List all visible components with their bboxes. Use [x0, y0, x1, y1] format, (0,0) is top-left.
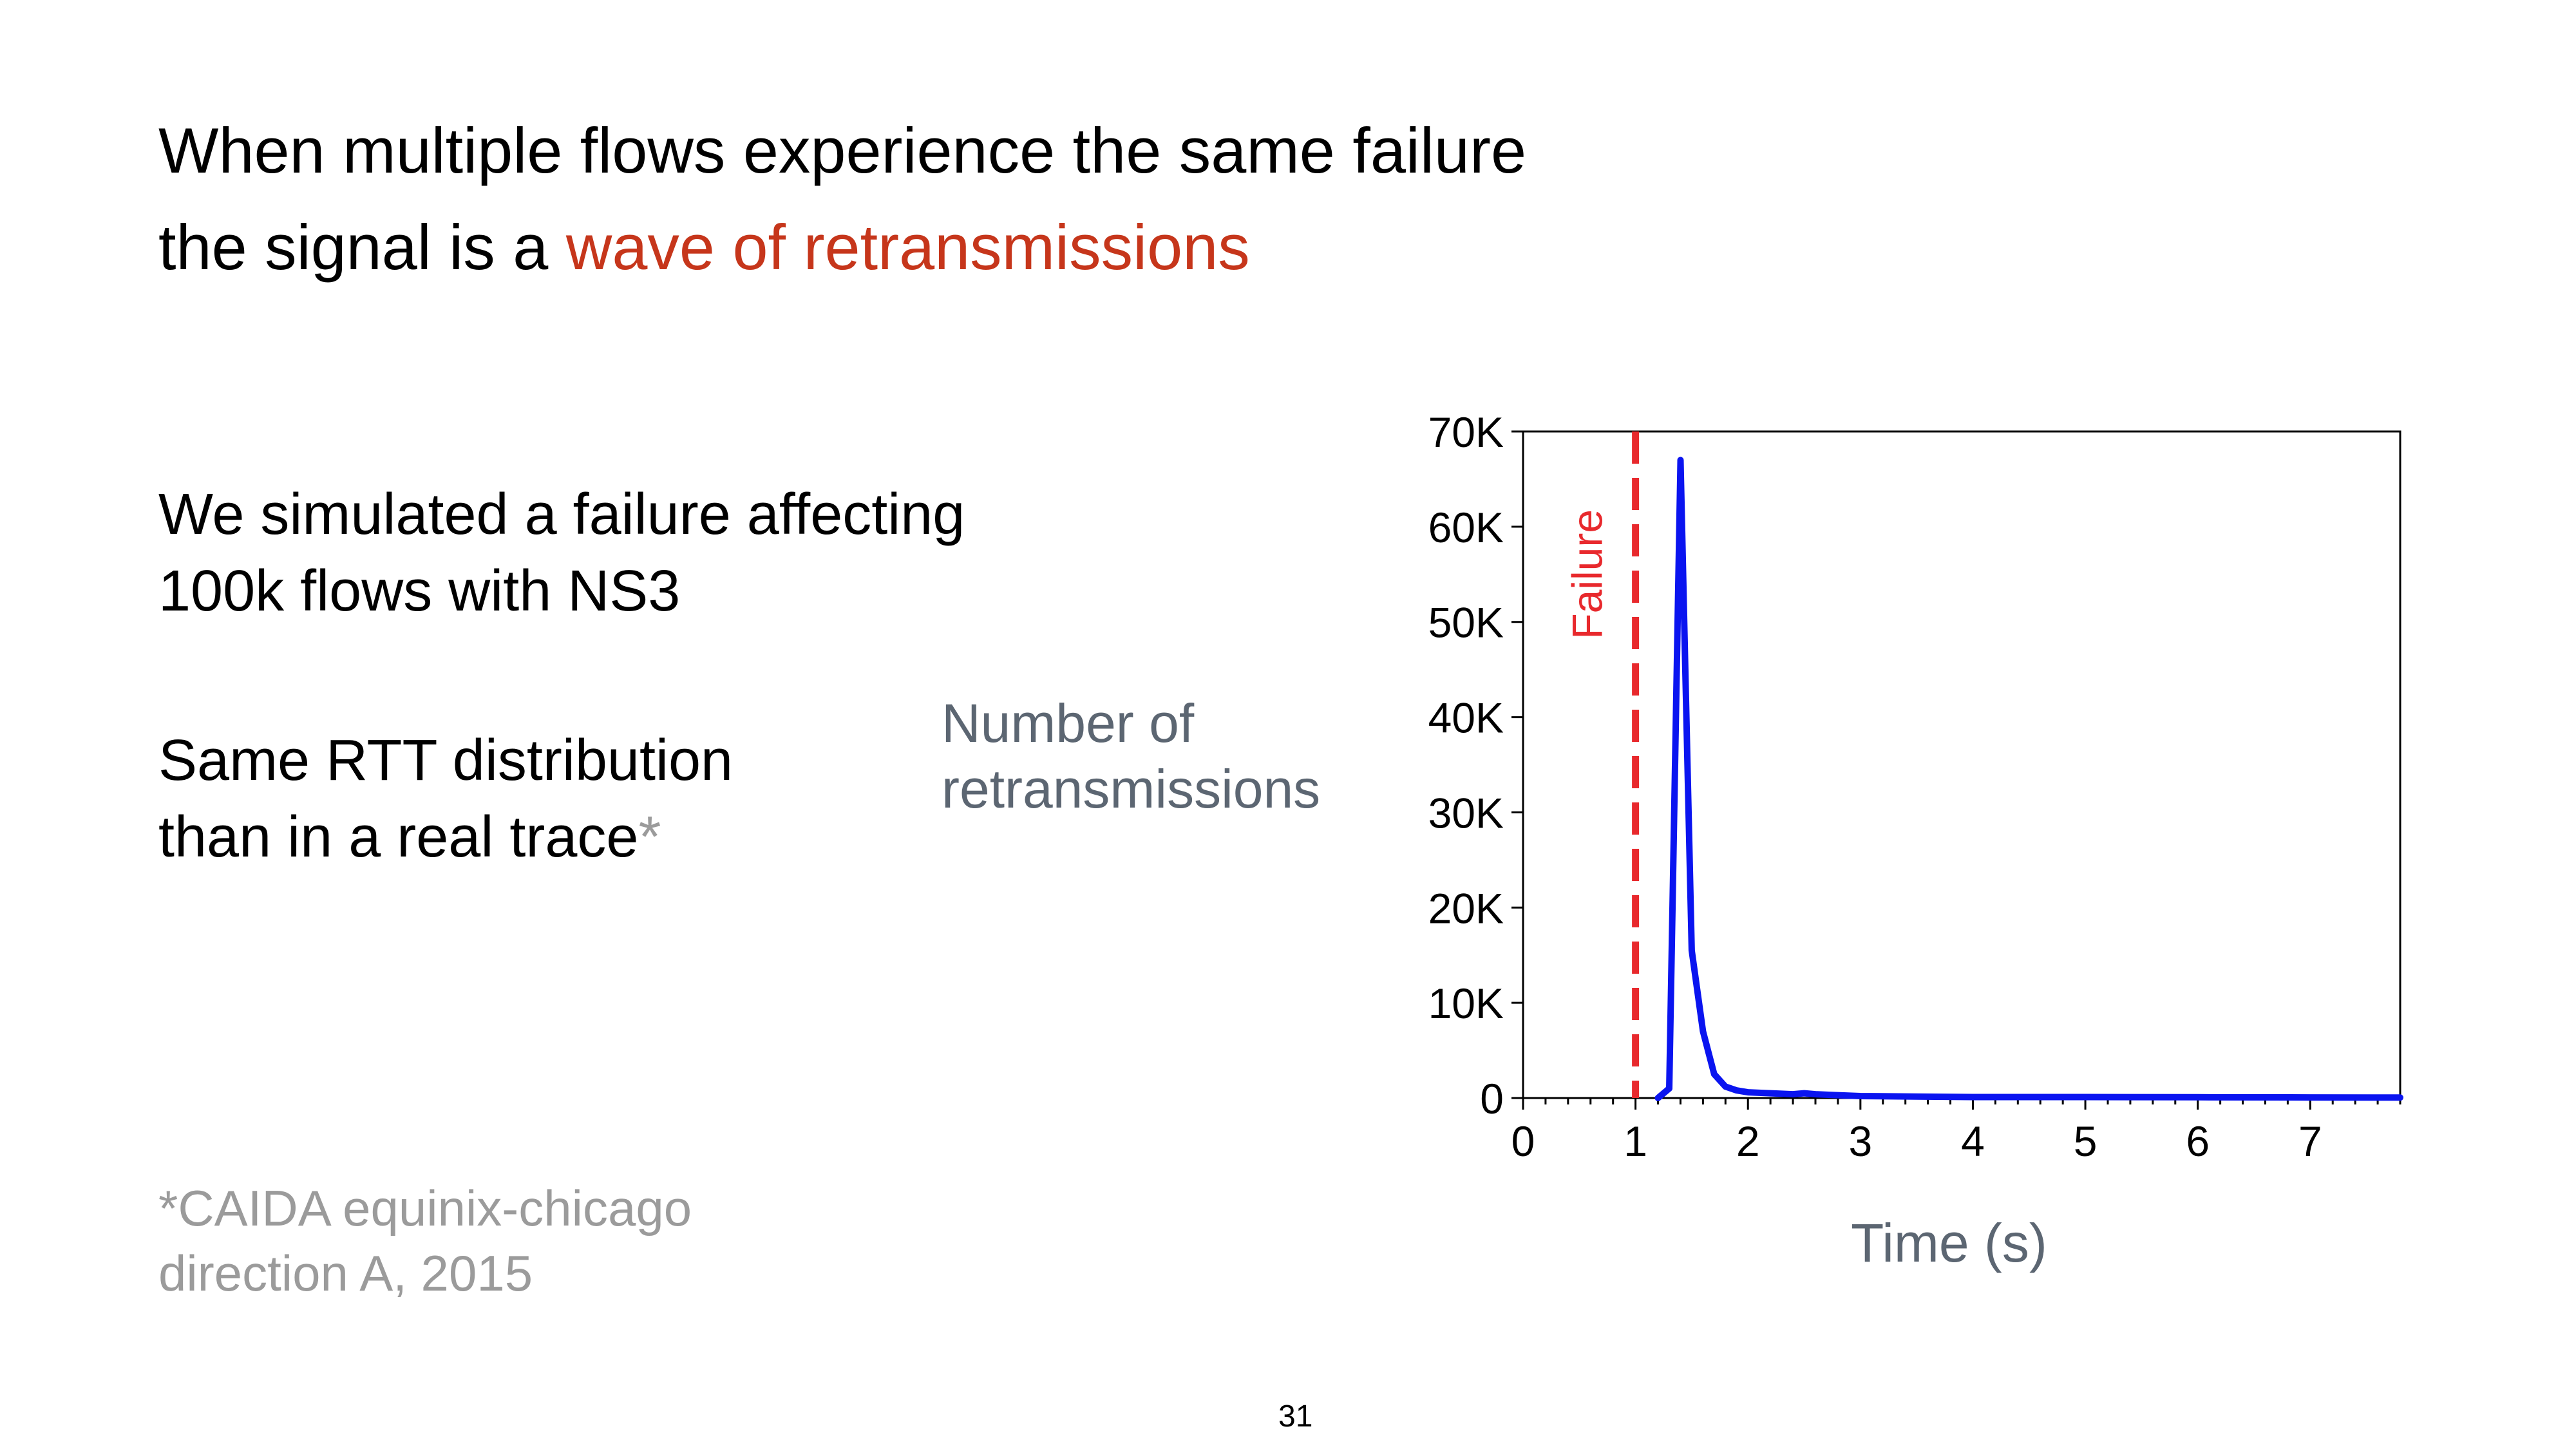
source-footnote-line-1: *CAIDA equinix-chicago	[158, 1180, 692, 1236]
chart-x-ticks: 0 1 2 3 4 5 6 7	[1511, 1098, 2401, 1165]
chart-y-axis-label-line-2: retransmissions	[942, 759, 1321, 820]
source-footnote-line-2: direction A, 2015	[158, 1245, 533, 1302]
y-tick-label: 70K	[1428, 408, 1504, 456]
rtt-description-line-2-text: than in a real trace	[158, 804, 639, 869]
source-footnote: *CAIDA equinix-chicago direction A, 2015	[158, 1176, 692, 1307]
slide-title-line-2: the signal is a wave of retransmissions	[158, 215, 1250, 279]
rtt-description-line-2: than in a real trace*	[158, 799, 733, 876]
footnote-asterisk: *	[638, 804, 661, 869]
simulation-description-line-1: We simulated a failure affecting	[158, 482, 965, 547]
y-tick-label: 50K	[1428, 599, 1504, 647]
y-tick-label: 30K	[1428, 789, 1504, 837]
rtt-description: Same RTT distribution than in a real tra…	[158, 723, 733, 876]
x-tick-label: 1	[1624, 1117, 1647, 1165]
chart-y-axis-label-line-1: Number of	[942, 693, 1195, 753]
x-tick-label: 3	[1848, 1117, 1872, 1165]
chart-y-ticks: 0 10K 20K 30K 40K 50K 60K 70K	[1428, 408, 1523, 1122]
rtt-description-line-1: Same RTT distribution	[158, 728, 734, 793]
slide-title-prefix: the signal is a	[158, 211, 566, 283]
x-tick-label: 7	[2298, 1117, 2322, 1165]
y-tick-label: 0	[1480, 1075, 1504, 1122]
x-tick-label: 2	[1736, 1117, 1760, 1165]
slide-title-text-1: When multiple flows experience the same …	[158, 115, 1527, 186]
simulation-description-line-2: 100k flows with NS3	[158, 558, 681, 623]
y-tick-label: 20K	[1428, 884, 1504, 932]
chart-y-axis-label: Number of retransmissions	[942, 690, 1320, 822]
x-tick-label: 0	[1511, 1117, 1535, 1165]
slide-title-line-1: When multiple flows experience the same …	[158, 118, 1526, 182]
y-tick-label: 10K	[1428, 980, 1504, 1027]
y-tick-label: 40K	[1428, 694, 1504, 742]
x-tick-label: 5	[2074, 1117, 2098, 1165]
x-tick-label: 6	[2186, 1117, 2210, 1165]
page-number: 31	[1278, 1399, 1313, 1434]
slide-title-highlight: wave of retransmissions	[565, 211, 1250, 283]
chart-plot-frame	[1522, 430, 2401, 1099]
y-tick-label: 60K	[1428, 504, 1504, 551]
retransmissions-series-line	[1654, 457, 2403, 1101]
x-tick-label: 4	[1961, 1117, 1985, 1165]
chart-x-axis-label: Time (s)	[1851, 1213, 2047, 1273]
simulation-description: We simulated a failure affecting 100k fl…	[158, 477, 965, 630]
failure-marker-label: Failure	[1564, 509, 1611, 639]
